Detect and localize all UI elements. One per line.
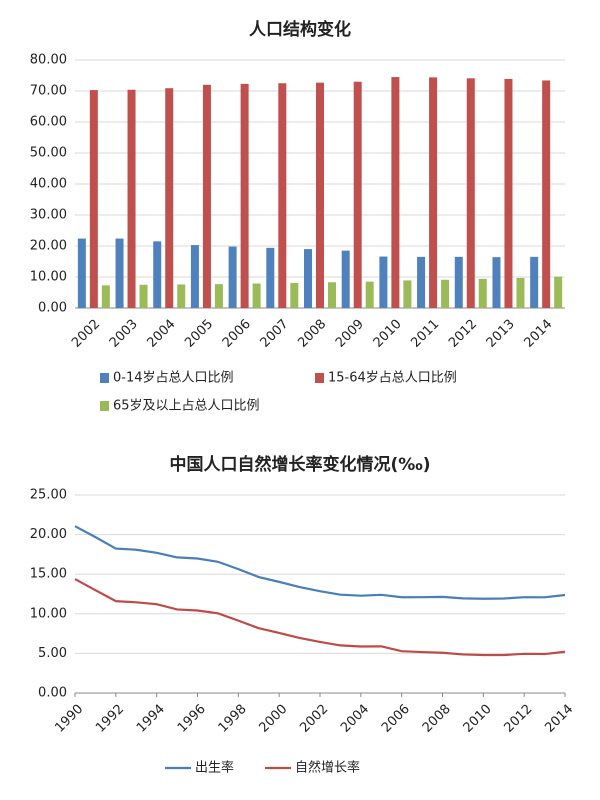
legend-swatch bbox=[315, 373, 324, 383]
bar bbox=[530, 256, 539, 308]
bar bbox=[504, 78, 513, 308]
x-tick-label: 2008 bbox=[420, 702, 454, 736]
bar bbox=[115, 238, 124, 308]
y-tick-label: 60.00 bbox=[30, 115, 67, 130]
bar bbox=[165, 88, 174, 309]
bar bbox=[202, 84, 211, 308]
bar bbox=[316, 82, 324, 308]
y-tick-label: 10.00 bbox=[30, 606, 67, 621]
y-tick-label: 50.00 bbox=[30, 146, 67, 161]
bar bbox=[77, 238, 86, 308]
y-tick-label: 0.00 bbox=[38, 686, 67, 701]
x-tick-label: 2002 bbox=[297, 702, 331, 736]
legend-label: 15-64岁占总人口比例 bbox=[328, 371, 457, 386]
bar bbox=[101, 285, 110, 308]
x-tick-label: 2004 bbox=[145, 317, 179, 351]
y-tick-label: 15.00 bbox=[30, 567, 67, 582]
y-tick-label: 25.00 bbox=[30, 488, 67, 503]
bar bbox=[403, 280, 412, 308]
x-tick-label: 2006 bbox=[220, 317, 254, 351]
bar bbox=[454, 256, 463, 308]
x-tick-label: 2014 bbox=[521, 317, 555, 351]
bar bbox=[153, 241, 162, 308]
bar bbox=[252, 283, 261, 308]
bar bbox=[391, 77, 400, 308]
bar bbox=[542, 80, 551, 309]
legend-label: 出生率 bbox=[195, 760, 234, 776]
line bbox=[74, 578, 566, 657]
bar bbox=[417, 256, 426, 308]
x-tick-label: 1990 bbox=[52, 702, 86, 736]
x-tick-label: 2007 bbox=[258, 317, 292, 351]
bar bbox=[228, 246, 237, 308]
x-tick-label: 2003 bbox=[107, 317, 141, 351]
x-tick-label: 2002 bbox=[69, 317, 103, 351]
bar bbox=[365, 281, 374, 308]
bar bbox=[177, 284, 186, 308]
bar bbox=[89, 90, 98, 308]
bar bbox=[554, 276, 563, 308]
y-tick-label: 30.00 bbox=[30, 208, 67, 223]
bar bbox=[492, 257, 501, 308]
y-tick-label: 5.00 bbox=[38, 646, 67, 661]
x-tick-label: 1998 bbox=[216, 702, 250, 736]
line bbox=[74, 525, 566, 600]
bar bbox=[290, 282, 299, 308]
legend-swatch bbox=[100, 401, 109, 411]
x-tick-label: 2009 bbox=[333, 317, 367, 351]
bar bbox=[353, 81, 362, 308]
x-tick-label: 2004 bbox=[338, 702, 372, 736]
x-tick-label: 1992 bbox=[93, 702, 127, 736]
bar bbox=[139, 284, 148, 308]
chart-title: 中国人口自然增长率变化情况(‰) bbox=[169, 454, 430, 475]
bar bbox=[266, 247, 275, 308]
y-tick-label: 20.00 bbox=[30, 527, 67, 542]
bar bbox=[214, 284, 223, 308]
bar bbox=[341, 250, 350, 308]
legend-label: 0-14岁占总人口比例 bbox=[113, 371, 234, 386]
x-tick-label: 2000 bbox=[256, 702, 290, 736]
chart-title: 人口结构变化 bbox=[249, 19, 351, 40]
bar bbox=[190, 245, 199, 308]
x-tick-label: 2010 bbox=[371, 317, 405, 351]
bar bbox=[466, 78, 475, 308]
y-tick-label: 40.00 bbox=[30, 177, 67, 192]
bar bbox=[240, 83, 249, 309]
bar bbox=[516, 277, 525, 308]
bar bbox=[478, 278, 487, 308]
bar bbox=[127, 89, 136, 308]
bar bbox=[429, 77, 438, 308]
x-tick-label: 2012 bbox=[446, 317, 480, 351]
x-tick-label: 2013 bbox=[484, 317, 518, 351]
y-tick-label: 70.00 bbox=[30, 84, 67, 99]
y-tick-label: 20.00 bbox=[30, 239, 67, 254]
x-tick-label: 2008 bbox=[295, 317, 329, 351]
legend-label: 65岁及以上占总人口比例 bbox=[113, 399, 260, 414]
x-tick-label: 1994 bbox=[134, 702, 168, 736]
y-tick-label: 80.00 bbox=[30, 53, 67, 68]
legend-label: 自然增长率 bbox=[295, 760, 360, 776]
bar bbox=[328, 282, 336, 308]
y-tick-label: 10.00 bbox=[30, 270, 67, 285]
bar bbox=[441, 279, 450, 308]
y-tick-label: 0.00 bbox=[38, 301, 67, 316]
x-tick-label: 2014 bbox=[542, 702, 576, 736]
bar bbox=[304, 249, 312, 308]
x-tick-label: 2011 bbox=[408, 317, 442, 351]
x-tick-label: 1996 bbox=[175, 702, 209, 736]
legend-swatch bbox=[100, 373, 109, 383]
x-tick-label: 2012 bbox=[501, 702, 535, 736]
x-tick-label: 2010 bbox=[461, 702, 495, 736]
bar bbox=[278, 83, 287, 308]
bar bbox=[379, 256, 388, 308]
x-tick-label: 2005 bbox=[182, 317, 216, 351]
x-tick-label: 2006 bbox=[379, 702, 413, 736]
